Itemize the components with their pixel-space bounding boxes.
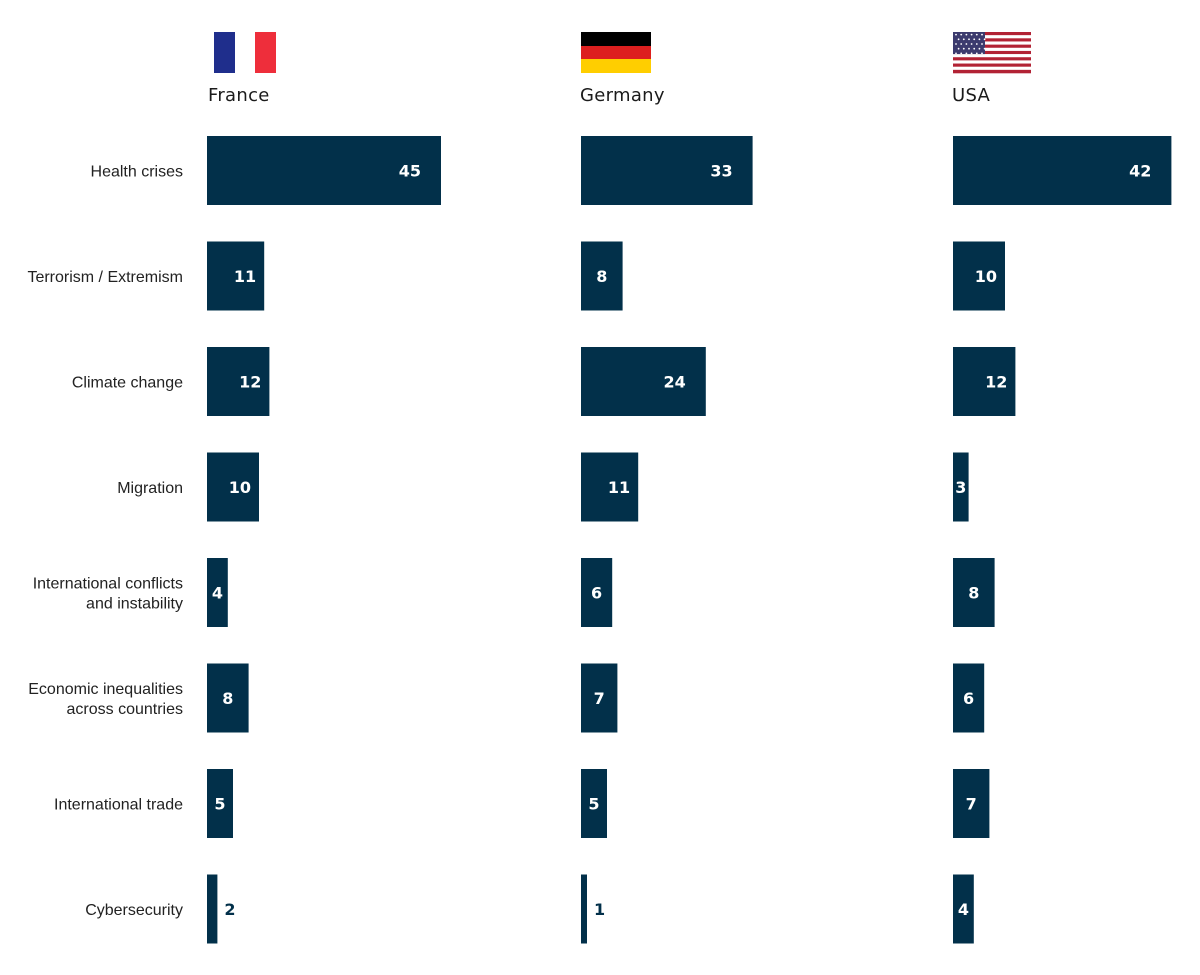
value-label: 8 xyxy=(222,689,233,708)
category-label: Health crises xyxy=(91,164,183,181)
value-label: 10 xyxy=(975,267,997,286)
bar xyxy=(581,452,639,522)
value-label: 6 xyxy=(963,689,974,708)
value-label: 2 xyxy=(224,900,235,919)
value-label: 11 xyxy=(234,267,256,286)
bar xyxy=(953,452,969,522)
bar xyxy=(581,347,706,416)
category-label: International trade xyxy=(54,797,183,814)
bar xyxy=(207,136,441,205)
value-label: 4 xyxy=(958,900,969,919)
value-label: 24 xyxy=(664,373,686,392)
bar xyxy=(953,874,974,944)
bar xyxy=(207,347,270,416)
bar xyxy=(581,558,613,627)
bar xyxy=(581,241,623,311)
usa-flag-icon xyxy=(953,32,1031,74)
value-label: 5 xyxy=(588,795,599,814)
country-label-france: France xyxy=(208,85,270,106)
bar xyxy=(207,769,233,838)
bar xyxy=(207,874,218,944)
value-label: 33 xyxy=(710,162,732,181)
value-label: 12 xyxy=(239,373,261,392)
value-label: 7 xyxy=(594,689,605,708)
value-label: 5 xyxy=(214,795,225,814)
country-label-germany: Germany xyxy=(580,85,665,106)
category-label: International conflicts and instability xyxy=(33,576,183,613)
category-label: Migration xyxy=(117,480,183,497)
bar xyxy=(953,241,1005,311)
value-label: 6 xyxy=(591,584,602,603)
category-label: Climate change xyxy=(72,375,183,392)
bar xyxy=(207,663,249,733)
bar xyxy=(953,347,1016,416)
value-label: 7 xyxy=(966,795,977,814)
country-label-usa: USA xyxy=(952,85,991,106)
bar xyxy=(953,663,985,733)
value-label: 8 xyxy=(596,267,607,286)
germany-flag-icon xyxy=(581,32,651,73)
category-label: Economic inequalities across countries xyxy=(28,681,183,718)
bar xyxy=(953,136,1172,205)
value-label: 11 xyxy=(608,478,630,497)
bar xyxy=(207,558,228,627)
bar xyxy=(581,663,618,733)
value-label: 8 xyxy=(968,584,979,603)
category-label: Cybersecurity xyxy=(85,902,183,919)
bar xyxy=(953,558,995,627)
bar xyxy=(581,769,607,838)
value-label: 1 xyxy=(594,900,605,919)
bar xyxy=(581,874,587,944)
bars: 45 11 12 10 4 8 5 2 33 8 24 11 6 7 5 1 42 10 12 3 8 6 7 4 xyxy=(207,136,1172,944)
bar xyxy=(953,769,990,838)
category-labels: Health crises Terrorism / Extremism Climat… xyxy=(27,164,183,920)
value-label: 10 xyxy=(229,478,251,497)
value-label: 3 xyxy=(955,478,966,497)
value-label: 4 xyxy=(212,584,223,603)
value-label: 45 xyxy=(399,162,421,181)
value-label: 42 xyxy=(1129,162,1151,181)
value-label: 12 xyxy=(985,373,1007,392)
bar xyxy=(207,241,265,311)
bar xyxy=(207,452,259,522)
france-flag-icon xyxy=(214,32,276,73)
bar xyxy=(581,136,753,205)
category-label: Terrorism / Extremism xyxy=(27,269,183,286)
